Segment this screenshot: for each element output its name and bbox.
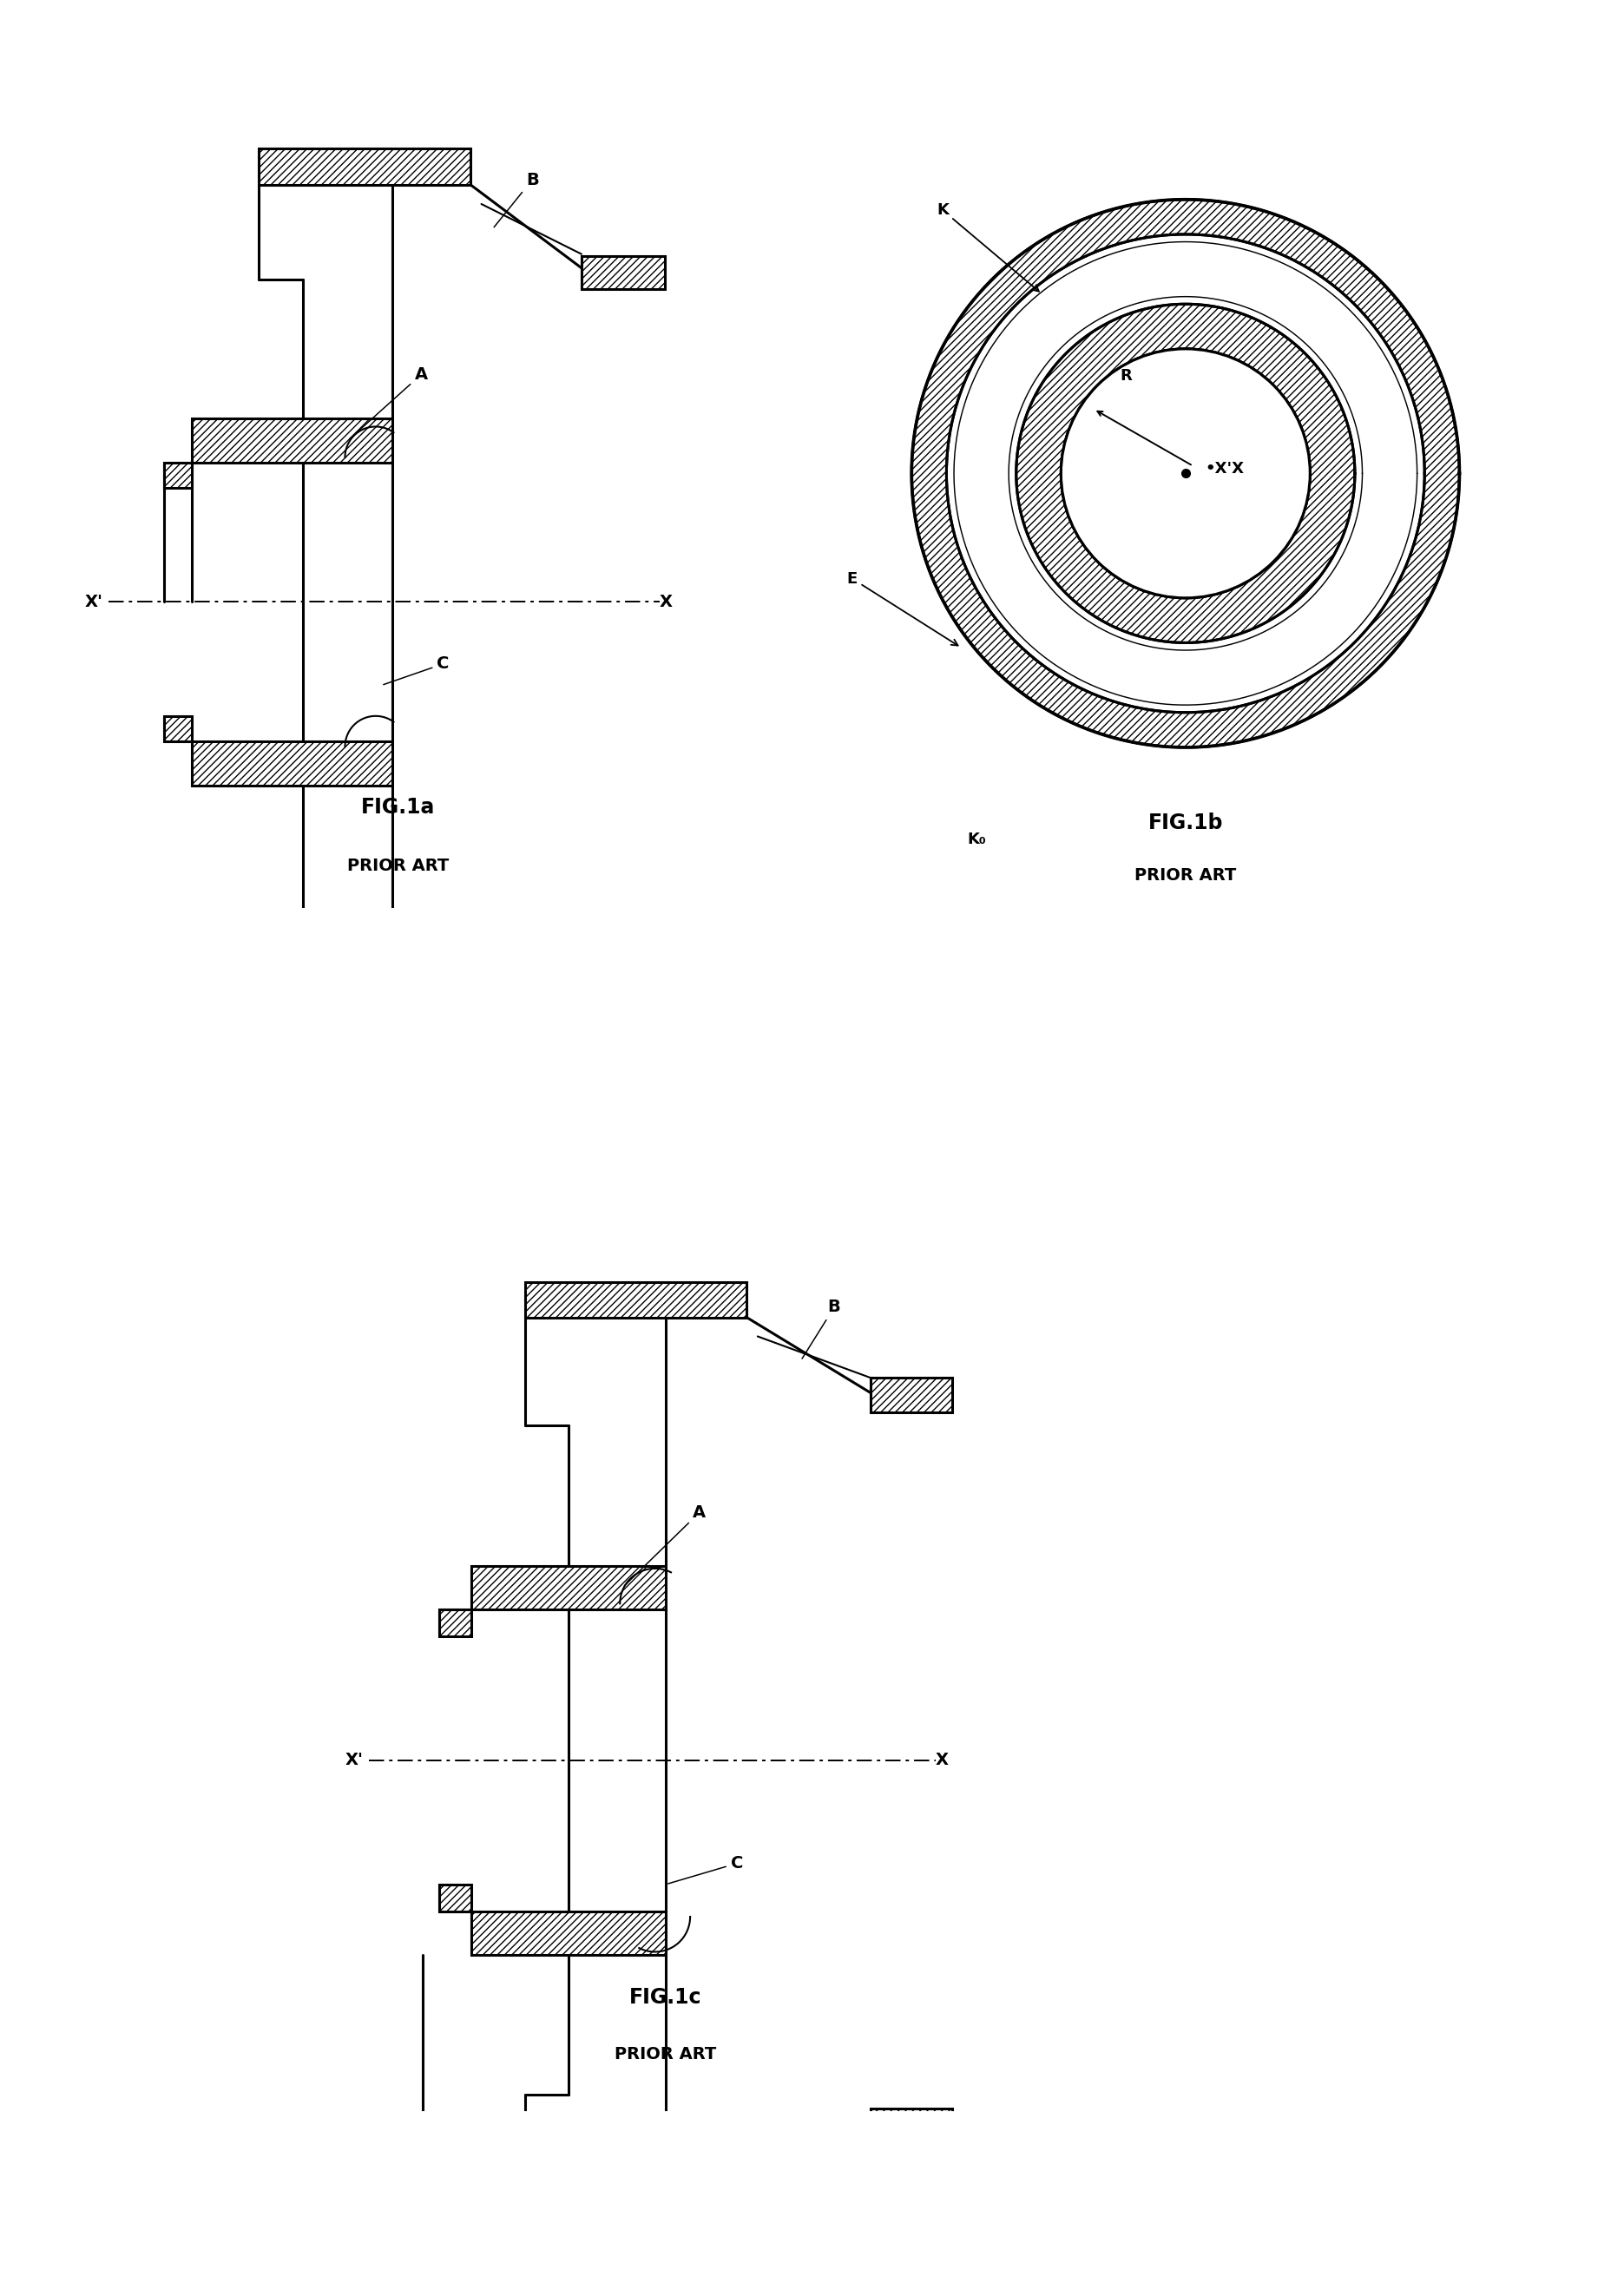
- Text: C: C: [383, 656, 450, 686]
- Polygon shape: [471, 1566, 666, 1609]
- Text: PRIOR ART: PRIOR ART: [1135, 867, 1236, 883]
- Text: X: X: [659, 595, 672, 611]
- Polygon shape: [422, 2202, 693, 2238]
- Polygon shape: [192, 418, 393, 463]
- Text: FIG.1c: FIG.1c: [630, 1986, 702, 2007]
- Polygon shape: [471, 1911, 666, 1954]
- Text: B: B: [802, 1298, 841, 1360]
- Polygon shape: [581, 257, 664, 288]
- Text: A: A: [624, 1505, 706, 1587]
- Polygon shape: [581, 915, 664, 949]
- Text: B: B: [494, 173, 539, 227]
- Polygon shape: [192, 740, 393, 785]
- Text: R: R: [1121, 368, 1132, 384]
- Polygon shape: [164, 463, 192, 488]
- Polygon shape: [526, 2202, 747, 2238]
- Text: K₀: K₀: [966, 833, 986, 847]
- Text: PRIOR ART: PRIOR ART: [348, 858, 448, 874]
- Text: A: A: [349, 365, 427, 438]
- Polygon shape: [526, 1283, 747, 1317]
- Polygon shape: [870, 2109, 952, 2143]
- Text: •X'X: •X'X: [1205, 461, 1244, 477]
- Circle shape: [1060, 350, 1311, 597]
- Text: E: E: [846, 570, 958, 645]
- Text: X': X': [346, 1752, 364, 1768]
- Wedge shape: [911, 200, 1460, 747]
- Text: FIG.1a: FIG.1a: [361, 797, 435, 817]
- Polygon shape: [438, 1884, 471, 1911]
- Polygon shape: [258, 148, 471, 184]
- Text: X': X': [84, 595, 102, 611]
- Wedge shape: [1017, 304, 1354, 642]
- Text: K: K: [937, 202, 1039, 291]
- Text: FIG.1b: FIG.1b: [1148, 813, 1223, 833]
- Text: PRIOR ART: PRIOR ART: [615, 2045, 716, 2063]
- Polygon shape: [438, 1609, 471, 1637]
- Text: C: C: [667, 1855, 744, 1884]
- Text: X: X: [935, 1752, 948, 1768]
- Polygon shape: [870, 1378, 952, 1412]
- Polygon shape: [258, 1019, 471, 1056]
- Polygon shape: [164, 715, 192, 740]
